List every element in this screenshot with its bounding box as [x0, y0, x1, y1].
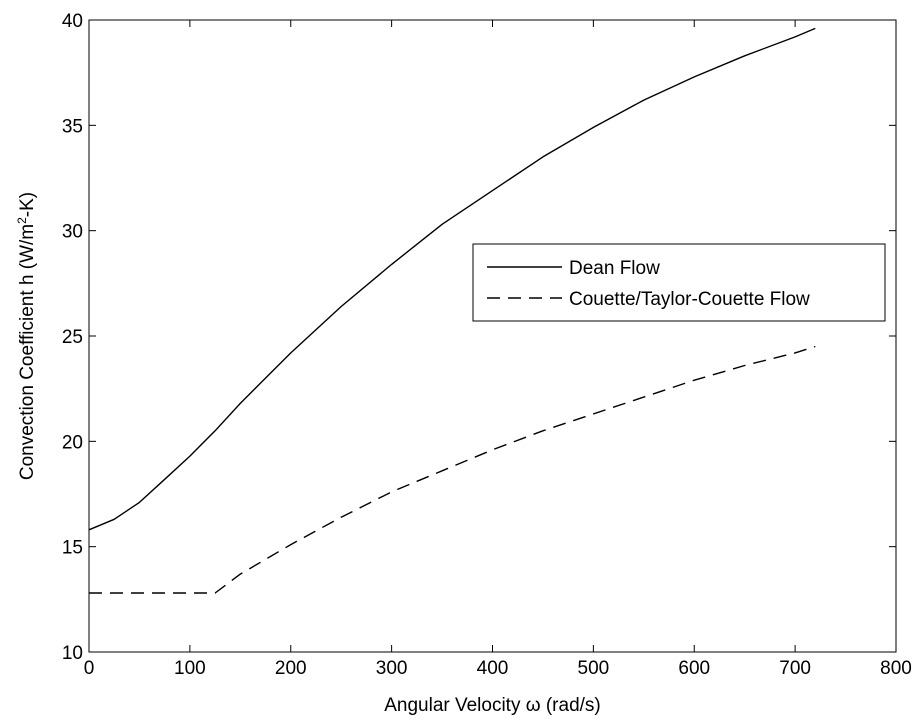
x-tick-label: 500 — [578, 658, 610, 679]
y-tick-label: 25 — [62, 327, 83, 348]
plot-area — [88, 19, 897, 653]
x-axis-label: Angular Velocity ω (rad/s) — [384, 695, 601, 716]
y-axis-label-unit: -K) — [17, 192, 38, 217]
y-tick-label: 10 — [62, 643, 83, 664]
y-tick-label: 30 — [62, 222, 83, 243]
x-tick-label: 600 — [678, 658, 710, 679]
series-line-dean-flow — [88, 27, 816, 531]
legend-label-couette-flow: Couette/Taylor-Couette Flow — [569, 289, 810, 310]
x-tick-label: 400 — [477, 658, 509, 679]
y-tick-label: 15 — [62, 538, 83, 559]
legend-label-dean-flow: Dean Flow — [569, 258, 660, 279]
legend-box — [472, 243, 886, 322]
y-axis-label: Convection Coefficient h (W/m2-K) — [15, 192, 38, 480]
y-axis-label-superscript: 2 — [15, 217, 29, 224]
ticks-layer: 0 100 200 300 400 500 600 700 800 10 15 20 25 30 35 40 — [62, 11, 912, 679]
x-tick-label: 0 — [84, 658, 95, 679]
x-tick-label: 200 — [275, 658, 307, 679]
y-tick-label: 20 — [62, 432, 83, 453]
x-tick-label: 300 — [376, 658, 408, 679]
series-layer — [88, 27, 816, 594]
x-tick-label: 100 — [174, 658, 206, 679]
x-tick-label: 800 — [880, 658, 912, 679]
legend: Dean Flow Couette/Taylor-Couette Flow — [472, 243, 886, 322]
x-tick-label: 700 — [779, 658, 811, 679]
y-axis-label-main: Convection Coefficient h (W/m — [17, 224, 38, 480]
y-tick-label: 35 — [62, 116, 83, 137]
series-line-couette-flow — [89, 345, 816, 594]
y-tick-label: 40 — [62, 11, 83, 32]
